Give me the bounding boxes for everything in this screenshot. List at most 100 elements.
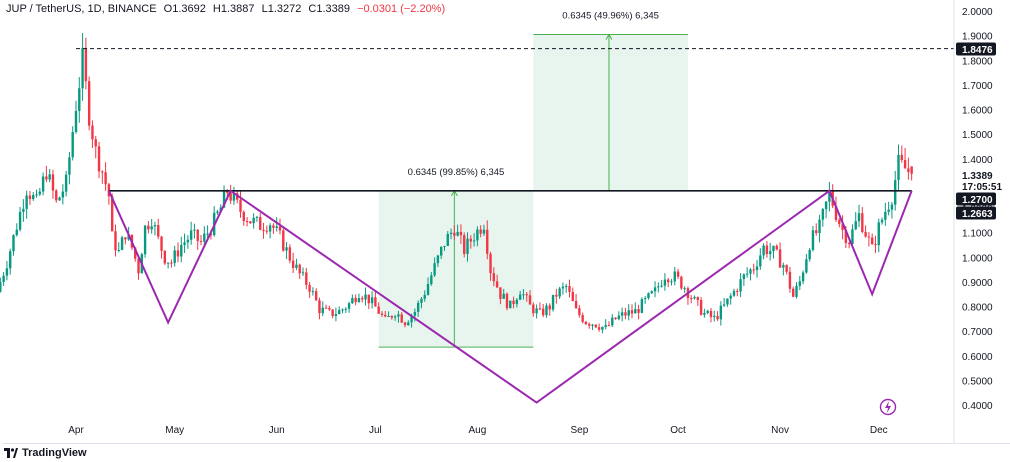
candle [565, 283, 568, 293]
candle [857, 204, 861, 228]
time-tick: Sep [570, 425, 588, 436]
candle-layer [0, 33, 913, 334]
candle [880, 217, 884, 225]
candle [660, 280, 663, 288]
symbol-title[interactable]: JUP / TetherUS, 1D, BINANCE [6, 3, 157, 15]
candle [295, 258, 298, 271]
candle [522, 289, 525, 300]
candle [285, 242, 288, 260]
pattern-line[interactable] [107, 189, 913, 404]
candle [601, 326, 604, 334]
candle [143, 224, 147, 258]
candle [311, 287, 315, 296]
candle [268, 223, 272, 239]
candle [101, 170, 104, 184]
price-tick: 0.4000 [962, 401, 993, 412]
candle [486, 220, 489, 260]
candle [890, 201, 894, 219]
candle [15, 223, 18, 237]
candle [45, 165, 48, 183]
candle [124, 237, 127, 245]
candle [367, 294, 371, 310]
candle [518, 290, 522, 301]
svg-text:1.2700: 1.2700 [962, 195, 993, 206]
candle [706, 309, 709, 315]
candle [255, 215, 259, 222]
candle [160, 235, 163, 259]
high-value: H1.3887 [212, 3, 255, 15]
candle [752, 263, 755, 275]
candle [884, 202, 887, 226]
candle [690, 295, 693, 304]
price-axis[interactable]: 0.4000 0.5000 0.6000 0.7000 0.8000 0.9000 1.00… [953, 0, 1002, 443]
candle [811, 226, 815, 252]
price-badge: 1.2663 [956, 206, 996, 220]
candle [798, 276, 801, 290]
candle [328, 305, 331, 312]
svg-text:1.2663: 1.2663 [962, 209, 993, 220]
candle [35, 189, 38, 198]
price-tick: 2.0000 [962, 7, 993, 18]
candle [196, 229, 199, 250]
candle [726, 298, 729, 307]
candle [667, 277, 670, 287]
candle [416, 300, 420, 317]
candle [637, 304, 640, 320]
candle [249, 221, 252, 224]
candle [120, 235, 124, 251]
candle [117, 242, 120, 253]
candle [482, 224, 486, 236]
price-tick: 1.1000 [962, 229, 993, 240]
lightning-icon[interactable] [879, 398, 897, 416]
tradingview-icon [4, 448, 18, 458]
candle [347, 301, 351, 313]
candle [176, 242, 180, 263]
candle [815, 223, 818, 236]
candle [528, 290, 532, 305]
price-badge: 1.8476 [956, 42, 996, 56]
price-tick: 1.5000 [962, 130, 993, 141]
candle [887, 201, 890, 216]
candle [611, 314, 614, 327]
time-tick: Aug [468, 425, 486, 436]
candle [841, 215, 844, 240]
candle [624, 307, 627, 320]
candle [74, 100, 78, 134]
candle [594, 324, 598, 329]
svg-text:1.8476: 1.8476 [962, 45, 993, 56]
candle [650, 290, 653, 295]
svg-text:1.3389: 1.3389 [962, 171, 993, 182]
measure-box-1[interactable] [378, 190, 534, 348]
candle [170, 259, 173, 268]
candle [910, 166, 913, 181]
candle [463, 232, 466, 258]
candle [357, 293, 361, 303]
candle [0, 277, 2, 293]
candle [87, 76, 91, 131]
candle [538, 302, 542, 311]
candle [736, 288, 739, 297]
candle [495, 274, 499, 289]
candle [318, 297, 321, 320]
candle [772, 245, 775, 259]
candle [2, 272, 5, 286]
measure-box-2[interactable] [533, 34, 688, 191]
candle [828, 181, 831, 212]
candle [627, 304, 630, 321]
candle [801, 270, 805, 285]
candle [275, 217, 278, 232]
candle [808, 248, 811, 262]
candle [647, 292, 650, 300]
symbol-legend[interactable]: JUP / TetherUS, 1D, BINANCE O1.3692 H1.3… [6, 3, 449, 15]
drawing-layer[interactable] [76, 48, 954, 416]
candle [94, 135, 97, 159]
price-tick: 0.7000 [962, 327, 993, 338]
candle [630, 304, 634, 319]
tradingview-logo[interactable]: TradingView [4, 447, 87, 459]
candle [71, 126, 74, 161]
time-axis[interactable]: Apr May Jun Jul Aug Sep Oct Nov Dec [68, 425, 887, 436]
candle [41, 172, 45, 196]
candle [574, 293, 578, 309]
candle [430, 272, 433, 286]
